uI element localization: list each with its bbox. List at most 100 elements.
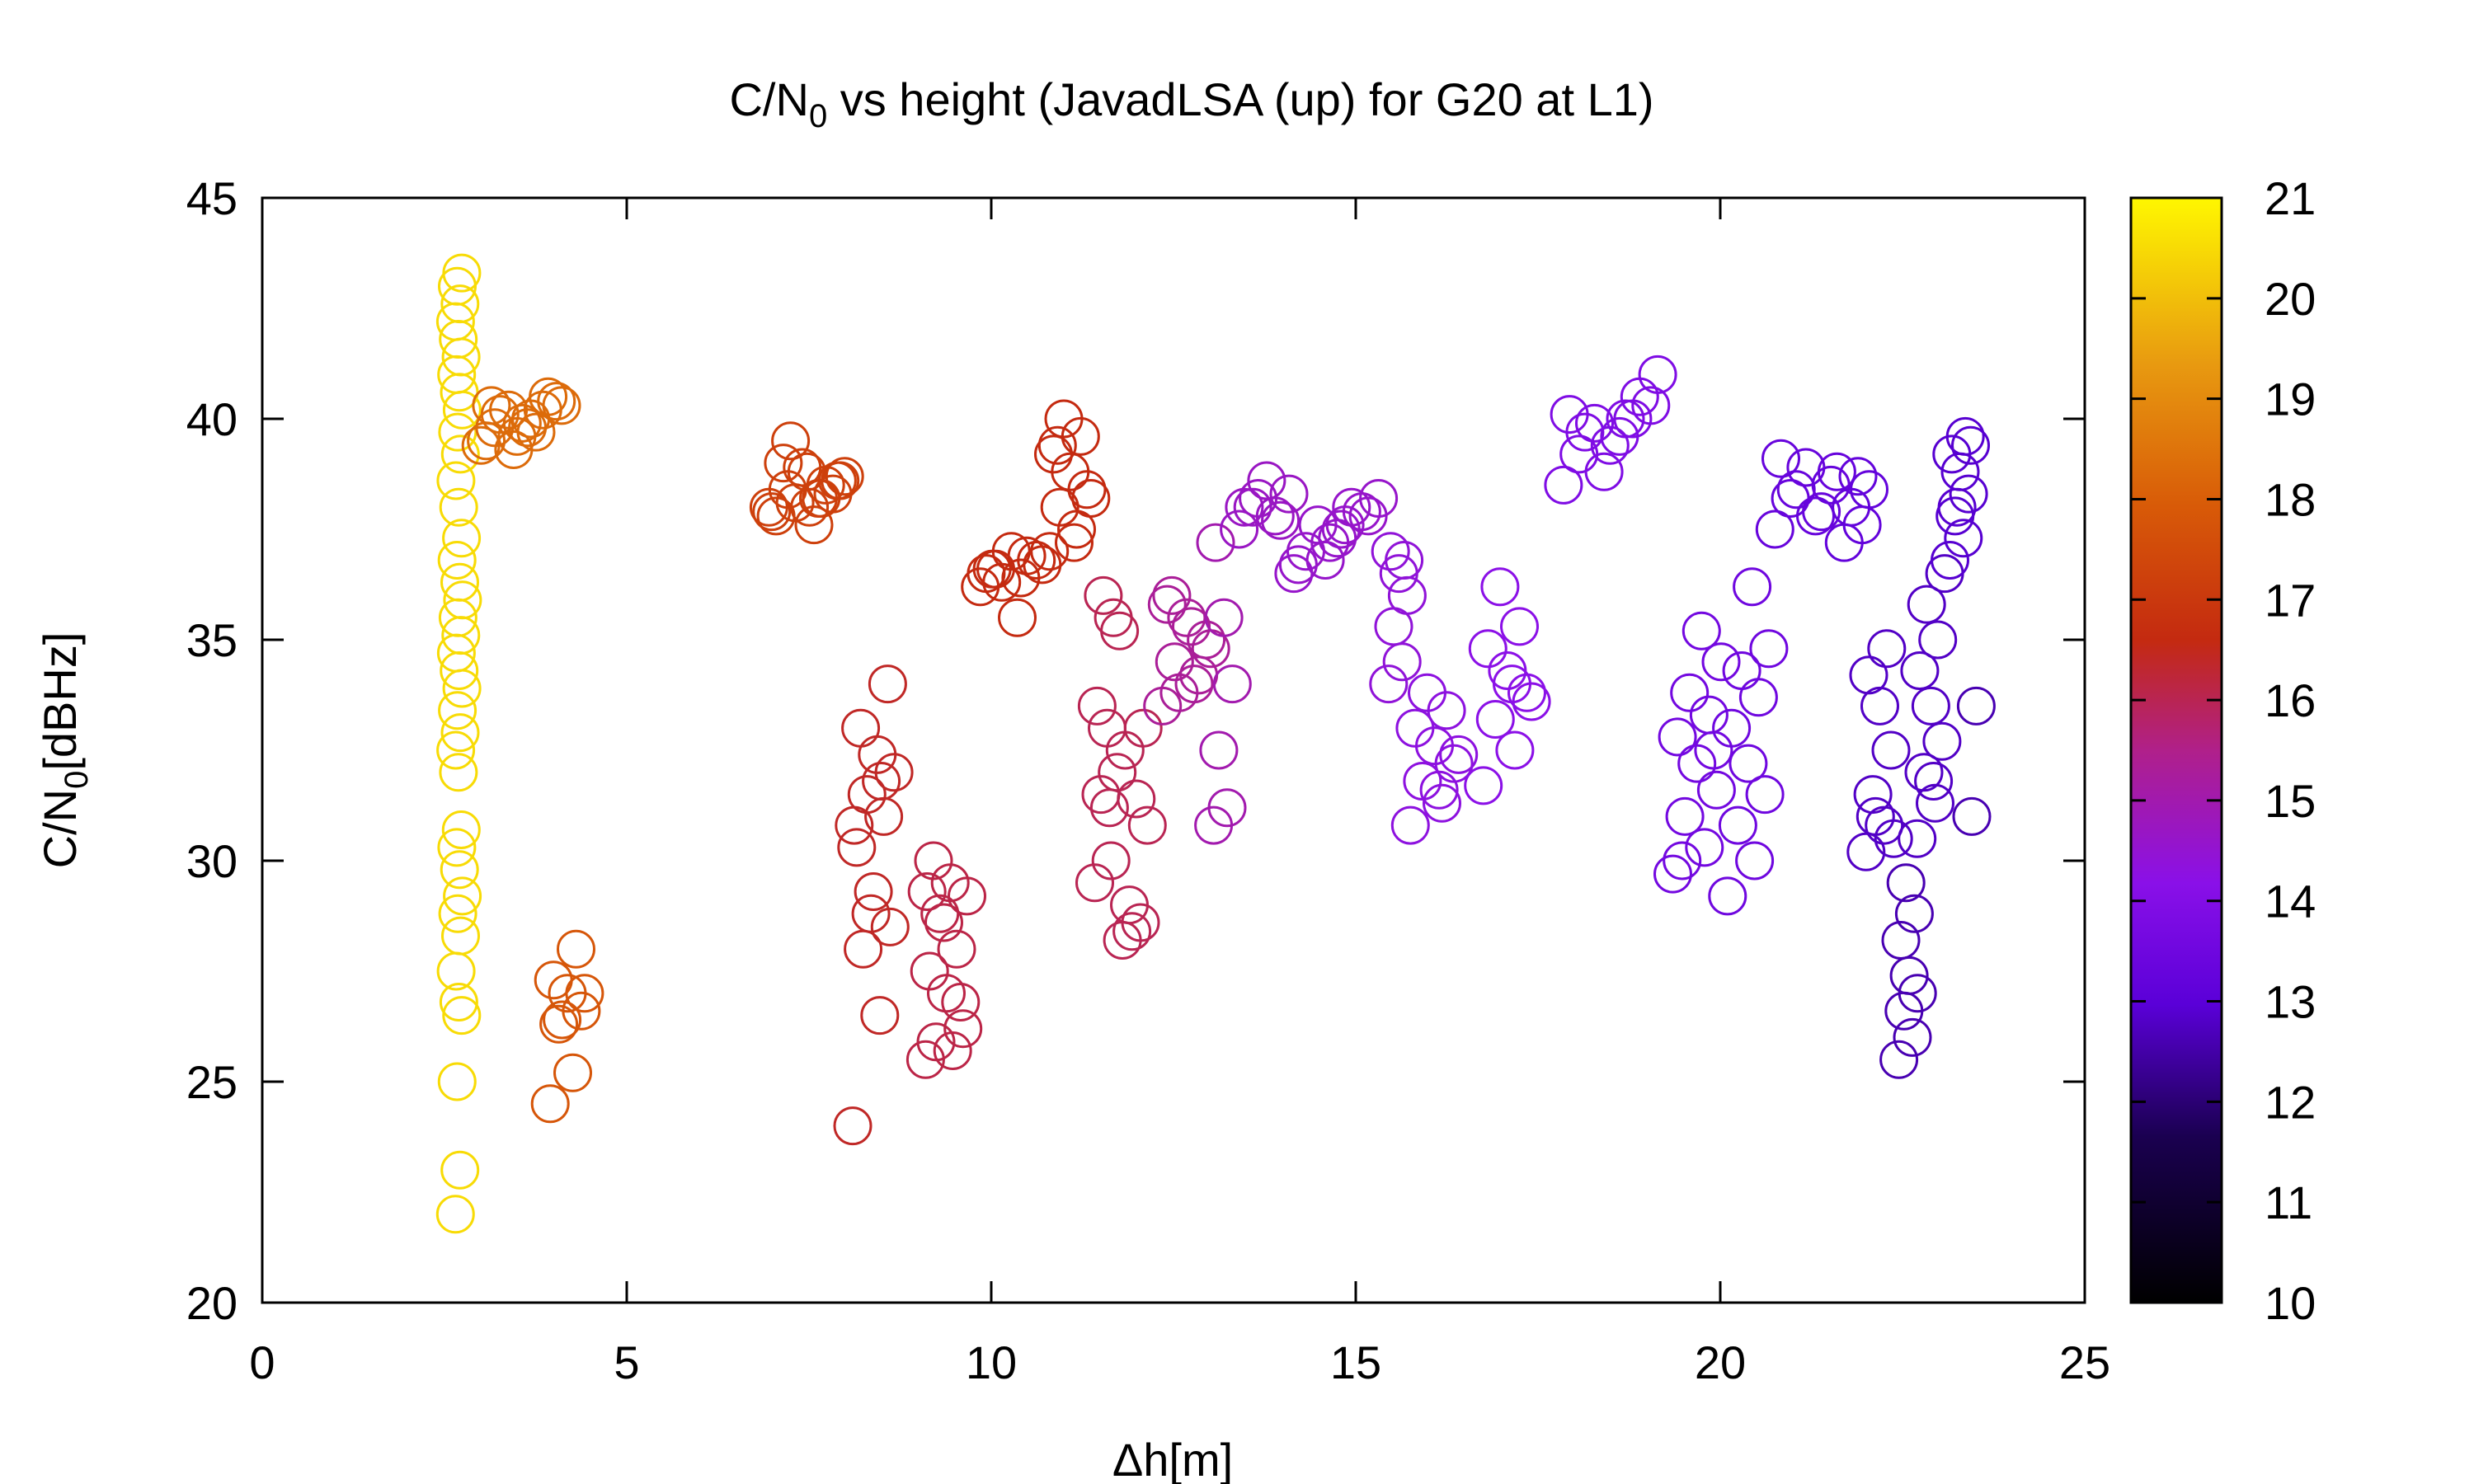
- data-point: [1382, 642, 1422, 682]
- data-point: [1931, 541, 1969, 580]
- data-point: [837, 828, 877, 867]
- data-point: [439, 983, 478, 1021]
- data-point: [835, 805, 874, 845]
- data-point: [1638, 355, 1677, 394]
- data-point: [1871, 730, 1911, 770]
- data-point: [1867, 629, 1907, 669]
- y-tick-label: 45: [186, 172, 238, 224]
- data-point: [1088, 708, 1126, 748]
- data-point: [794, 505, 834, 545]
- data-point: [1749, 629, 1789, 669]
- data-point: [442, 519, 482, 558]
- data-point: [1802, 492, 1841, 532]
- data-point: [1143, 686, 1183, 726]
- data-point: [914, 841, 953, 881]
- x-tick-label: 20: [1695, 1336, 1746, 1388]
- data-point: [1475, 700, 1515, 739]
- y-tick-label: 35: [186, 614, 238, 666]
- colorbar-tick-label: 18: [2265, 473, 2316, 525]
- data-point: [1325, 505, 1365, 545]
- data-point: [1696, 770, 1736, 810]
- data-point: [1077, 686, 1117, 726]
- data-point: [1495, 730, 1535, 770]
- y-axis: 20 25 30 35 40 45: [186, 172, 2085, 1329]
- data-point: [1371, 532, 1410, 571]
- data-point: [438, 691, 477, 730]
- data-point: [530, 1084, 570, 1124]
- x-tick-label: 10: [966, 1336, 1017, 1388]
- data-point: [438, 894, 477, 933]
- data-point: [1390, 805, 1430, 845]
- data-point: [1735, 841, 1775, 881]
- data-point: [1745, 775, 1785, 815]
- x-tick-label: 0: [249, 1336, 275, 1388]
- data-point: [1907, 585, 1946, 624]
- data-point: [1786, 448, 1826, 487]
- data-point: [1945, 416, 1985, 456]
- data-point: [1261, 500, 1300, 540]
- data-point: [860, 996, 900, 1036]
- data-point: [972, 549, 1012, 589]
- data-point: [442, 253, 482, 293]
- data-point: [1900, 651, 1940, 690]
- data-point: [783, 448, 822, 487]
- colorbar-tick-label: 20: [2265, 273, 2316, 325]
- x-tick-label: 15: [1330, 1336, 1381, 1388]
- data-point: [841, 708, 881, 748]
- data-point: [440, 713, 480, 753]
- data-point: [1199, 730, 1239, 770]
- data-point: [1439, 735, 1479, 774]
- data-point: [1631, 386, 1671, 425]
- data-point: [920, 894, 960, 933]
- data-point: [1127, 805, 1167, 845]
- data-point: [1559, 434, 1599, 474]
- data-point: [441, 916, 480, 956]
- data-point: [537, 382, 576, 421]
- data-point: [982, 562, 1022, 602]
- data-point: [1670, 673, 1710, 712]
- data-point: [1894, 894, 1934, 933]
- data-point: [557, 929, 595, 969]
- data-point: [1159, 673, 1199, 712]
- data-point: [1904, 753, 1944, 792]
- data-point: [1606, 399, 1645, 439]
- data-point: [1712, 708, 1752, 748]
- data-point: [1911, 686, 1950, 726]
- data-point: [1918, 620, 1958, 660]
- data-point: [1225, 487, 1264, 527]
- data-point: [1493, 665, 1531, 704]
- data-point: [1117, 779, 1156, 819]
- data-point: [862, 762, 901, 801]
- data-point: [1464, 766, 1503, 805]
- data-point: [1369, 665, 1409, 704]
- data-point: [1951, 425, 1990, 465]
- data-point: [1100, 611, 1140, 650]
- data-point: [437, 1062, 477, 1101]
- data-point: [1846, 832, 1886, 871]
- data-point: [436, 461, 476, 500]
- data-point: [1419, 770, 1459, 810]
- data-point: [1385, 541, 1424, 580]
- data-point: [764, 444, 803, 483]
- chart-title: C/N0 vs height (JavadLSA (up) for G20 at…: [729, 73, 1653, 134]
- data-point: [1408, 673, 1446, 712]
- data-point: [941, 983, 981, 1021]
- data-point: [542, 386, 581, 425]
- data-point: [436, 730, 476, 770]
- data-point: [443, 876, 482, 916]
- data-point: [494, 430, 534, 469]
- data-point: [1091, 841, 1131, 881]
- data-point: [439, 753, 478, 792]
- data-point: [1034, 434, 1073, 474]
- data-point: [1172, 607, 1211, 646]
- colorbar-tick-label: 10: [2265, 1277, 2316, 1329]
- colorbar-tick-label: 13: [2265, 976, 2316, 1028]
- data-point: [1838, 457, 1878, 496]
- data-point: [790, 487, 830, 527]
- data-point: [851, 894, 891, 933]
- data-point: [543, 1000, 582, 1040]
- data-point: [565, 974, 604, 1013]
- data-point: [1937, 487, 1977, 527]
- data-point: [854, 872, 893, 911]
- data-point: [443, 580, 482, 620]
